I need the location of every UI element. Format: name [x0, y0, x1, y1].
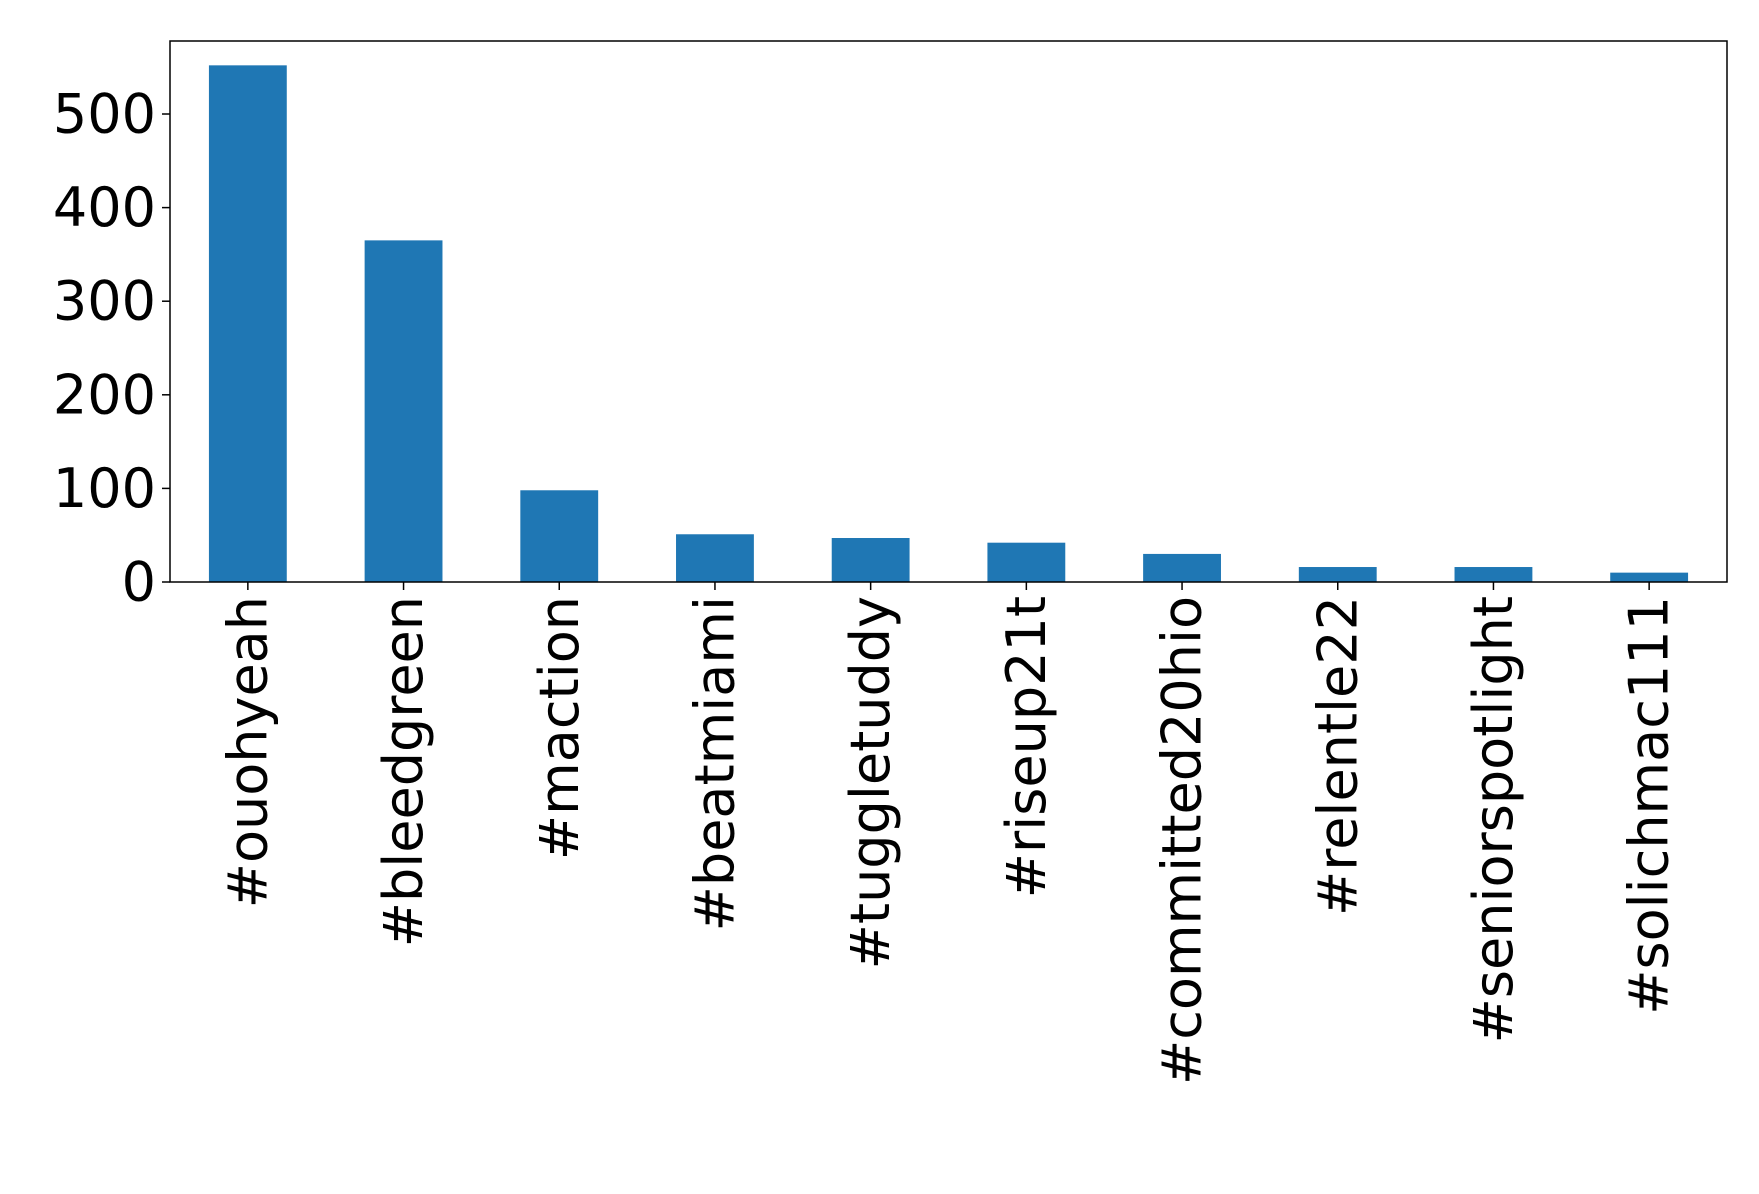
bar: [208, 65, 287, 583]
bar: [1454, 567, 1533, 582]
bar: [1298, 567, 1377, 582]
bar: [831, 538, 910, 582]
x-tick-label: #seniorspotlight: [1462, 596, 1525, 1043]
bar: [987, 542, 1066, 582]
y-tick-label: 200: [53, 363, 156, 426]
x-tick-label: #riseup21t: [995, 596, 1058, 898]
bar: [1143, 553, 1221, 582]
x-tick-label: #maction: [528, 596, 591, 860]
x-tick-label: #committed20hio: [1151, 596, 1214, 1085]
x-tick-label: #beatmiami: [683, 596, 746, 931]
y-tick-label: 500: [53, 83, 156, 146]
x-tick-label: #ouohyeah: [216, 596, 279, 908]
bar: [676, 534, 754, 582]
bar: [520, 490, 599, 582]
x-tick-label: #tuggletuddy: [839, 596, 902, 969]
x-tick-label: #solichmac111: [1618, 596, 1681, 1015]
bar: [364, 240, 443, 582]
y-tick-label: 300: [53, 270, 156, 333]
x-tick-label: #bleedgreen: [372, 596, 435, 947]
plot-frame: [169, 40, 1728, 583]
y-tick-label: 0: [122, 551, 156, 614]
x-tick-label: #relentle22: [1306, 596, 1369, 916]
y-tick-label: 100: [53, 457, 156, 520]
bar: [1610, 572, 1689, 582]
y-tick-label: 400: [53, 176, 156, 239]
